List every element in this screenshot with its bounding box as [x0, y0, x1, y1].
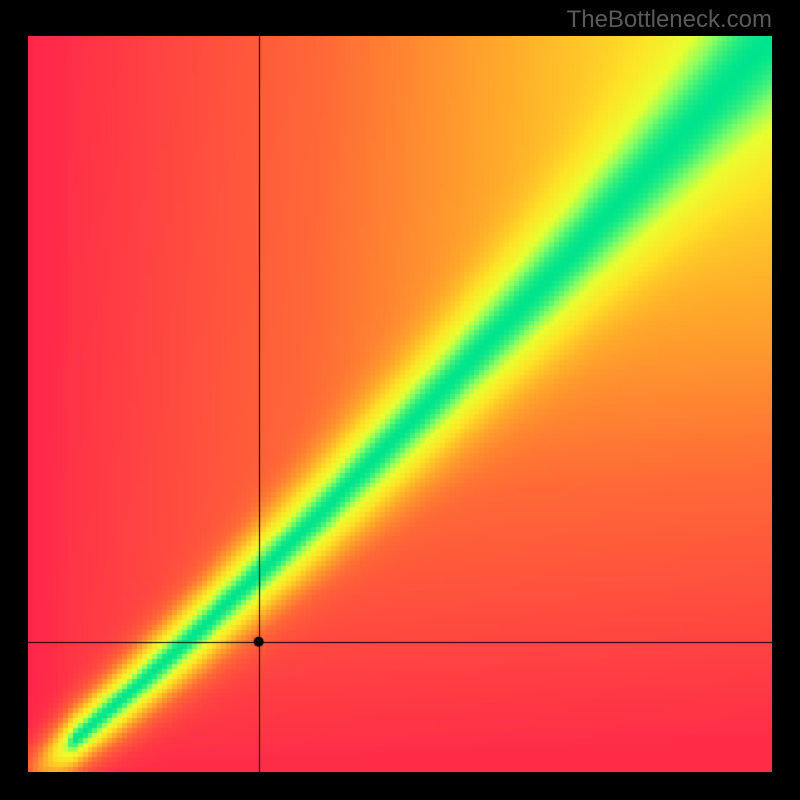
watermark-label: TheBottleneck.com — [567, 6, 772, 34]
heatmap-canvas — [28, 36, 772, 772]
heatmap-plot — [28, 36, 772, 772]
